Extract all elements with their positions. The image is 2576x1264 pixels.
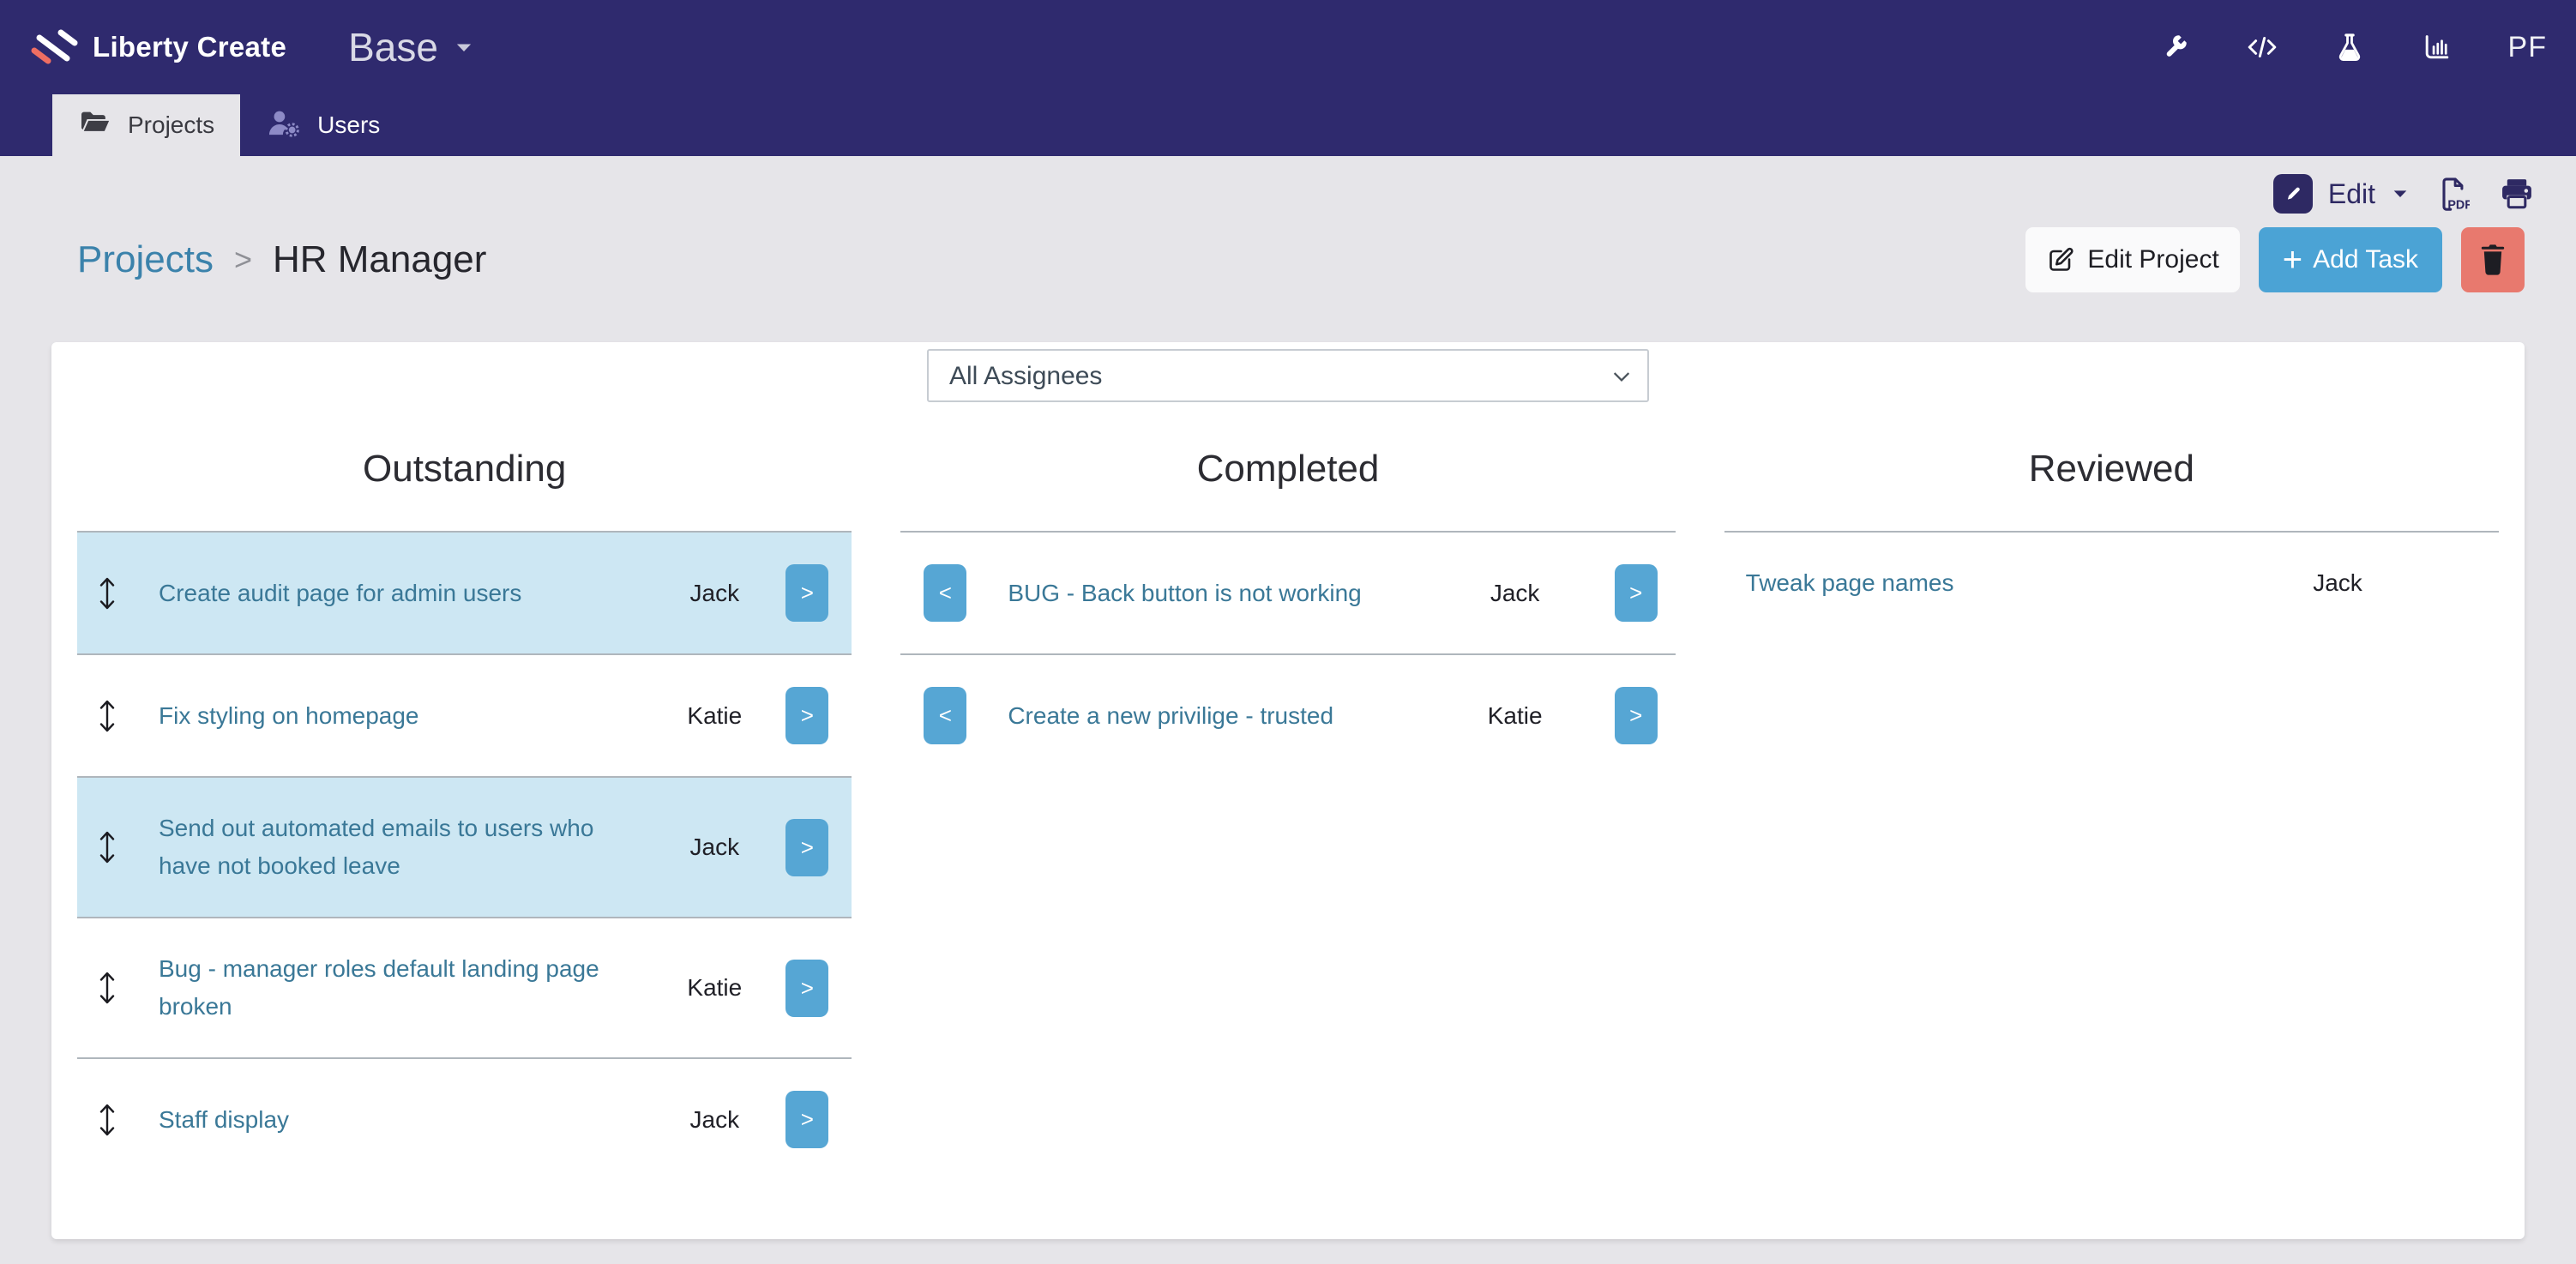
task-board: Outstanding Create audit page for admin u… (51, 447, 2525, 1180)
move-right-button[interactable]: > (785, 687, 829, 744)
edit-project-label: Edit Project (2087, 245, 2219, 274)
edit-mode-dropdown[interactable]: Edit (2272, 174, 2408, 214)
column-title: Reviewed (2028, 448, 2194, 490)
flask-icon[interactable] (2333, 31, 2366, 63)
task-row: Tweak page names Jack (1724, 531, 2499, 634)
trash-icon (2478, 244, 2507, 276)
task-link[interactable]: Tweak page names (1745, 569, 1954, 596)
board-column-completed: Completed < BUG - Back button is not worki… (900, 447, 1676, 1180)
pdf-file-icon[interactable]: PDF (2437, 175, 2470, 213)
task-link[interactable]: Staff display (159, 1105, 290, 1133)
breadcrumb-separator: > (233, 242, 252, 277)
app-menu-label: Base (348, 25, 438, 69)
tab-label: Users (317, 111, 381, 138)
drag-handle-icon[interactable] (77, 829, 137, 865)
column-title: Completed (1196, 448, 1380, 490)
drag-handle-icon[interactable] (77, 698, 137, 734)
move-right-button[interactable]: > (1614, 687, 1658, 744)
plus-icon: + (2282, 241, 2303, 279)
edit-label: Edit (2327, 178, 2375, 209)
task-list: < BUG - Back button is not working Jack > < C… (900, 531, 1676, 776)
breadcrumb: Projects > HR Manager (77, 238, 486, 281)
task-list: Create audit page for admin users Jack > Fi… (77, 531, 852, 1180)
assignee-filter-wrap: All Assignees (927, 349, 1649, 402)
move-left-button[interactable]: < (924, 564, 967, 622)
board-column-outstanding: Outstanding Create audit page for admin u… (77, 447, 852, 1180)
board-column-reviewed: Reviewed Tweak page names Jack (1724, 447, 2499, 1180)
caret-down-icon (455, 42, 472, 53)
task-row: < BUG - Back button is not working Jack > (900, 531, 1676, 653)
task-assignee: Jack (1490, 579, 1540, 606)
task-list: Tweak page names Jack (1724, 531, 2499, 634)
move-right-button[interactable]: > (785, 1091, 829, 1148)
task-link[interactable]: Create a new privilige - trusted (1008, 701, 1334, 729)
assignee-filter-select[interactable]: All Assignees (927, 349, 1649, 402)
task-row: < Create a new privilige - trusted Katie > (900, 653, 1676, 776)
task-assignee: Katie (687, 974, 743, 1001)
add-task-label: Add Task (2313, 245, 2418, 274)
task-assignee: Katie (687, 701, 743, 729)
caret-down-icon (2392, 189, 2408, 199)
drag-handle-icon[interactable] (77, 575, 137, 611)
folder-open-icon (78, 109, 112, 142)
move-right-button[interactable]: > (785, 818, 829, 876)
printer-icon[interactable] (2499, 177, 2535, 211)
move-right-button[interactable]: > (785, 564, 829, 622)
task-row: Send out automated emails to users who h… (77, 776, 852, 917)
title-row: Projects > HR Manager Edit Project + Add… (0, 226, 2576, 293)
page-title: HR Manager (272, 238, 487, 280)
task-link[interactable]: Bug - manager roles default landing page… (159, 955, 599, 1020)
bar-chart-icon[interactable] (2421, 31, 2453, 63)
header: Liberty Create Base (0, 0, 2576, 94)
move-right-button[interactable]: > (1614, 564, 1658, 622)
tab-label: Projects (128, 111, 215, 138)
task-row: Bug - manager roles default landing page… (77, 917, 852, 1057)
task-assignee: Jack (689, 834, 740, 860)
user-gear-icon (266, 108, 302, 143)
add-task-button[interactable]: + Add Task (2258, 227, 2442, 292)
move-left-button[interactable]: < (924, 687, 967, 744)
task-link[interactable]: BUG - Back button is not working (1008, 579, 1362, 606)
edit-project-button[interactable]: Edit Project (2025, 227, 2240, 292)
breadcrumb-projects-link[interactable]: Projects (77, 238, 214, 280)
drag-handle-icon[interactable] (77, 1102, 137, 1138)
task-link[interactable]: Send out automated emails to users who h… (159, 815, 594, 879)
task-assignee: Jack (689, 1105, 740, 1133)
svg-text:PDF: PDF (2447, 199, 2470, 213)
tab-users[interactable]: Users (240, 94, 406, 156)
task-assignee: Jack (689, 579, 740, 606)
wrench-icon[interactable] (2158, 31, 2191, 63)
brand-name: Liberty Create (93, 31, 287, 63)
task-row: Staff display Jack > (77, 1057, 852, 1180)
header-icons: PF (2158, 31, 2547, 64)
task-row: Fix styling on homepage Katie > (77, 653, 852, 776)
drag-handle-icon[interactable] (77, 970, 137, 1006)
page-actions: Edit Project + Add Task (2025, 227, 2525, 292)
task-assignee: Jack (2313, 569, 2362, 596)
task-row: Create audit page for admin users Jack > (77, 531, 852, 653)
column-title: Outstanding (363, 448, 567, 490)
task-link[interactable]: Fix styling on homepage (159, 701, 419, 729)
tab-projects[interactable]: Projects (52, 94, 241, 156)
liberty-create-logo-icon (29, 24, 79, 70)
filter-row: All Assignees (51, 349, 2525, 402)
task-assignee: Katie (1487, 701, 1543, 729)
pen-square-icon (2046, 245, 2075, 274)
code-icon[interactable] (2246, 31, 2278, 63)
move-right-button[interactable]: > (785, 959, 829, 1017)
pencil-square-icon (2272, 174, 2313, 214)
tab-bar: Projects Users (0, 94, 2576, 156)
delete-project-button[interactable] (2461, 227, 2525, 292)
task-board-card: All Assignees Outstanding Create audit pa… (51, 342, 2525, 1239)
app-menu-dropdown[interactable]: Base (348, 24, 472, 70)
user-avatar-initials[interactable]: PF (2507, 30, 2547, 63)
view-toolbar: Edit PDF (0, 170, 2576, 218)
task-link[interactable]: Create audit page for admin users (159, 579, 522, 606)
